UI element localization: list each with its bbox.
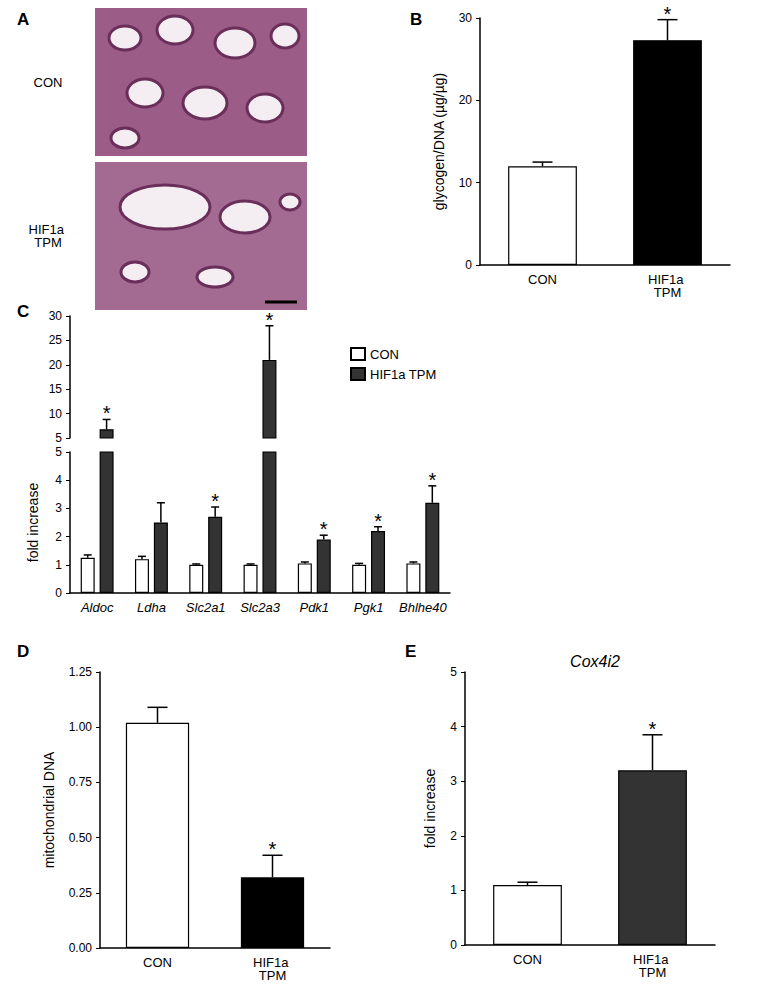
svg-text:HIF1a: HIF1a [253, 955, 292, 970]
svg-text:4: 4 [55, 473, 62, 487]
svg-text:1.00: 1.00 [69, 720, 93, 734]
svg-text:1: 1 [450, 883, 457, 897]
svg-text:0.00: 0.00 [69, 941, 93, 955]
svg-text:10: 10 [49, 407, 63, 421]
svg-text:5: 5 [55, 445, 62, 459]
svg-text:*: * [428, 469, 436, 491]
svg-text:20: 20 [459, 93, 473, 107]
svg-text:E: E [405, 642, 416, 661]
svg-text:HIF1a: HIF1a [633, 952, 672, 967]
svg-text:fold increase: fold increase [422, 769, 438, 849]
svg-text:TPM: TPM [34, 235, 61, 250]
svg-text:D: D [17, 642, 29, 661]
svg-text:Pgk1: Pgk1 [354, 600, 384, 615]
svg-text:25: 25 [49, 333, 63, 347]
svg-text:3: 3 [55, 501, 62, 515]
svg-text:10: 10 [459, 176, 473, 190]
svg-text:4: 4 [450, 720, 457, 734]
svg-text:*: * [269, 838, 277, 860]
svg-text:*: * [266, 309, 274, 331]
svg-text:TPM: TPM [259, 968, 286, 983]
svg-text:Slc2a1: Slc2a1 [186, 600, 226, 615]
svg-text:CON: CON [370, 347, 399, 362]
svg-text:CON: CON [143, 955, 172, 970]
svg-text:Cox4i2: Cox4i2 [570, 653, 620, 670]
svg-text:*: * [374, 510, 382, 532]
svg-text:CON: CON [528, 272, 557, 287]
svg-text:B: B [410, 10, 422, 29]
svg-text:*: * [103, 402, 111, 424]
svg-text:HIF1a TPM: HIF1a TPM [370, 367, 436, 382]
svg-text:mitochondrial DNA: mitochondrial DNA [41, 751, 57, 868]
svg-text:CON: CON [513, 952, 542, 967]
svg-text:20: 20 [49, 358, 63, 372]
svg-text:2: 2 [450, 829, 457, 843]
svg-text:0: 0 [450, 938, 457, 952]
svg-text:2: 2 [55, 530, 62, 544]
svg-text:1: 1 [55, 558, 62, 572]
svg-text:fold increase: fold increase [25, 483, 41, 563]
svg-text:Slc2a3: Slc2a3 [240, 600, 281, 615]
svg-text:*: * [320, 518, 328, 540]
svg-text:3: 3 [450, 774, 457, 788]
svg-text:0: 0 [465, 258, 472, 272]
svg-text:30: 30 [49, 309, 63, 323]
svg-text:CON: CON [34, 75, 63, 90]
svg-text:5: 5 [450, 665, 457, 679]
svg-text:0: 0 [55, 586, 62, 600]
svg-text:0.75: 0.75 [69, 775, 93, 789]
svg-text:HIF1a: HIF1a [28, 222, 68, 237]
svg-text:0.50: 0.50 [69, 831, 93, 845]
svg-text:HIF1a: HIF1a [648, 272, 687, 287]
svg-text:1.25: 1.25 [69, 665, 93, 679]
svg-text:glycogen/DNA (µg/µg): glycogen/DNA (µg/µg) [431, 73, 447, 211]
svg-text:*: * [649, 718, 657, 740]
svg-text:Ldha: Ldha [137, 600, 166, 615]
svg-text:TPM: TPM [639, 965, 666, 980]
svg-text:TPM: TPM [654, 285, 681, 300]
svg-text:30: 30 [459, 11, 473, 25]
svg-text:Pdk1: Pdk1 [299, 600, 329, 615]
svg-text:0.25: 0.25 [69, 886, 93, 900]
svg-text:Bhlhe40: Bhlhe40 [399, 600, 447, 615]
svg-text:5: 5 [55, 431, 62, 445]
svg-text:Aldoc: Aldoc [80, 600, 114, 615]
svg-text:15: 15 [49, 382, 63, 396]
svg-text:*: * [664, 3, 672, 25]
svg-text:*: * [211, 490, 219, 512]
svg-text:A: A [17, 10, 29, 29]
svg-text:C: C [17, 302, 29, 321]
